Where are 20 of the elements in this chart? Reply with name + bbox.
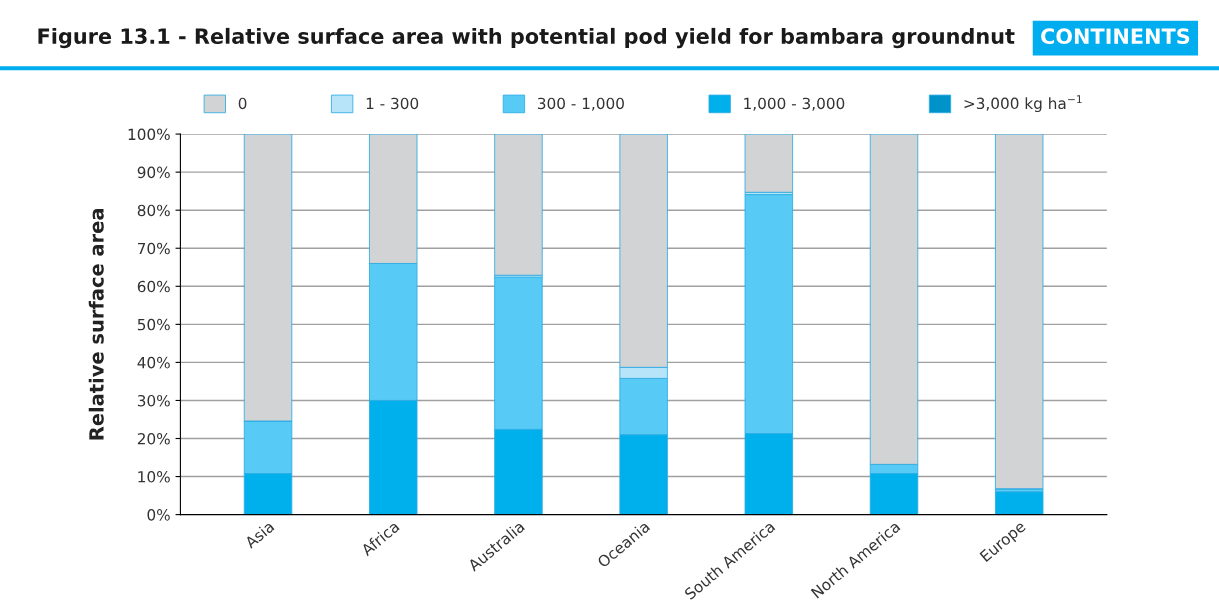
y-tick-label: 50% — [137, 318, 170, 331]
y-tick-label: 0% — [147, 509, 170, 521]
y-tick-label: 30% — [137, 394, 170, 407]
chart-title: Figure 13.1 - Relative surface area with potential pod yield for bambara groundnut — [38, 27, 1015, 49]
legend-label: 300 - 1,000 — [537, 97, 624, 111]
y-tick-label: 10% — [138, 471, 170, 483]
y-tick-label: 20% — [137, 432, 170, 445]
y-tick-label: 80% — [137, 204, 170, 217]
y-tick-label: 60% — [137, 280, 170, 293]
y-tick-label: 90% — [137, 166, 170, 179]
legend-label: 1 - 300 — [366, 97, 419, 110]
y-axis-title: Relative surface area — [88, 209, 104, 440]
y-tick-label: 100% — [128, 128, 170, 141]
y-tick-label: 70% — [137, 242, 170, 255]
x-tick-label: Asia — [243, 520, 275, 550]
text: CONTINENTS — [1041, 28, 1190, 45]
legend-label: 1,000 - 3,000 — [744, 97, 845, 111]
legend-label: 0 — [238, 97, 247, 110]
legend-label: >3,000 kg ha$^{−1}$ — [964, 95, 1082, 113]
y-tick-label: 40% — [137, 356, 170, 369]
